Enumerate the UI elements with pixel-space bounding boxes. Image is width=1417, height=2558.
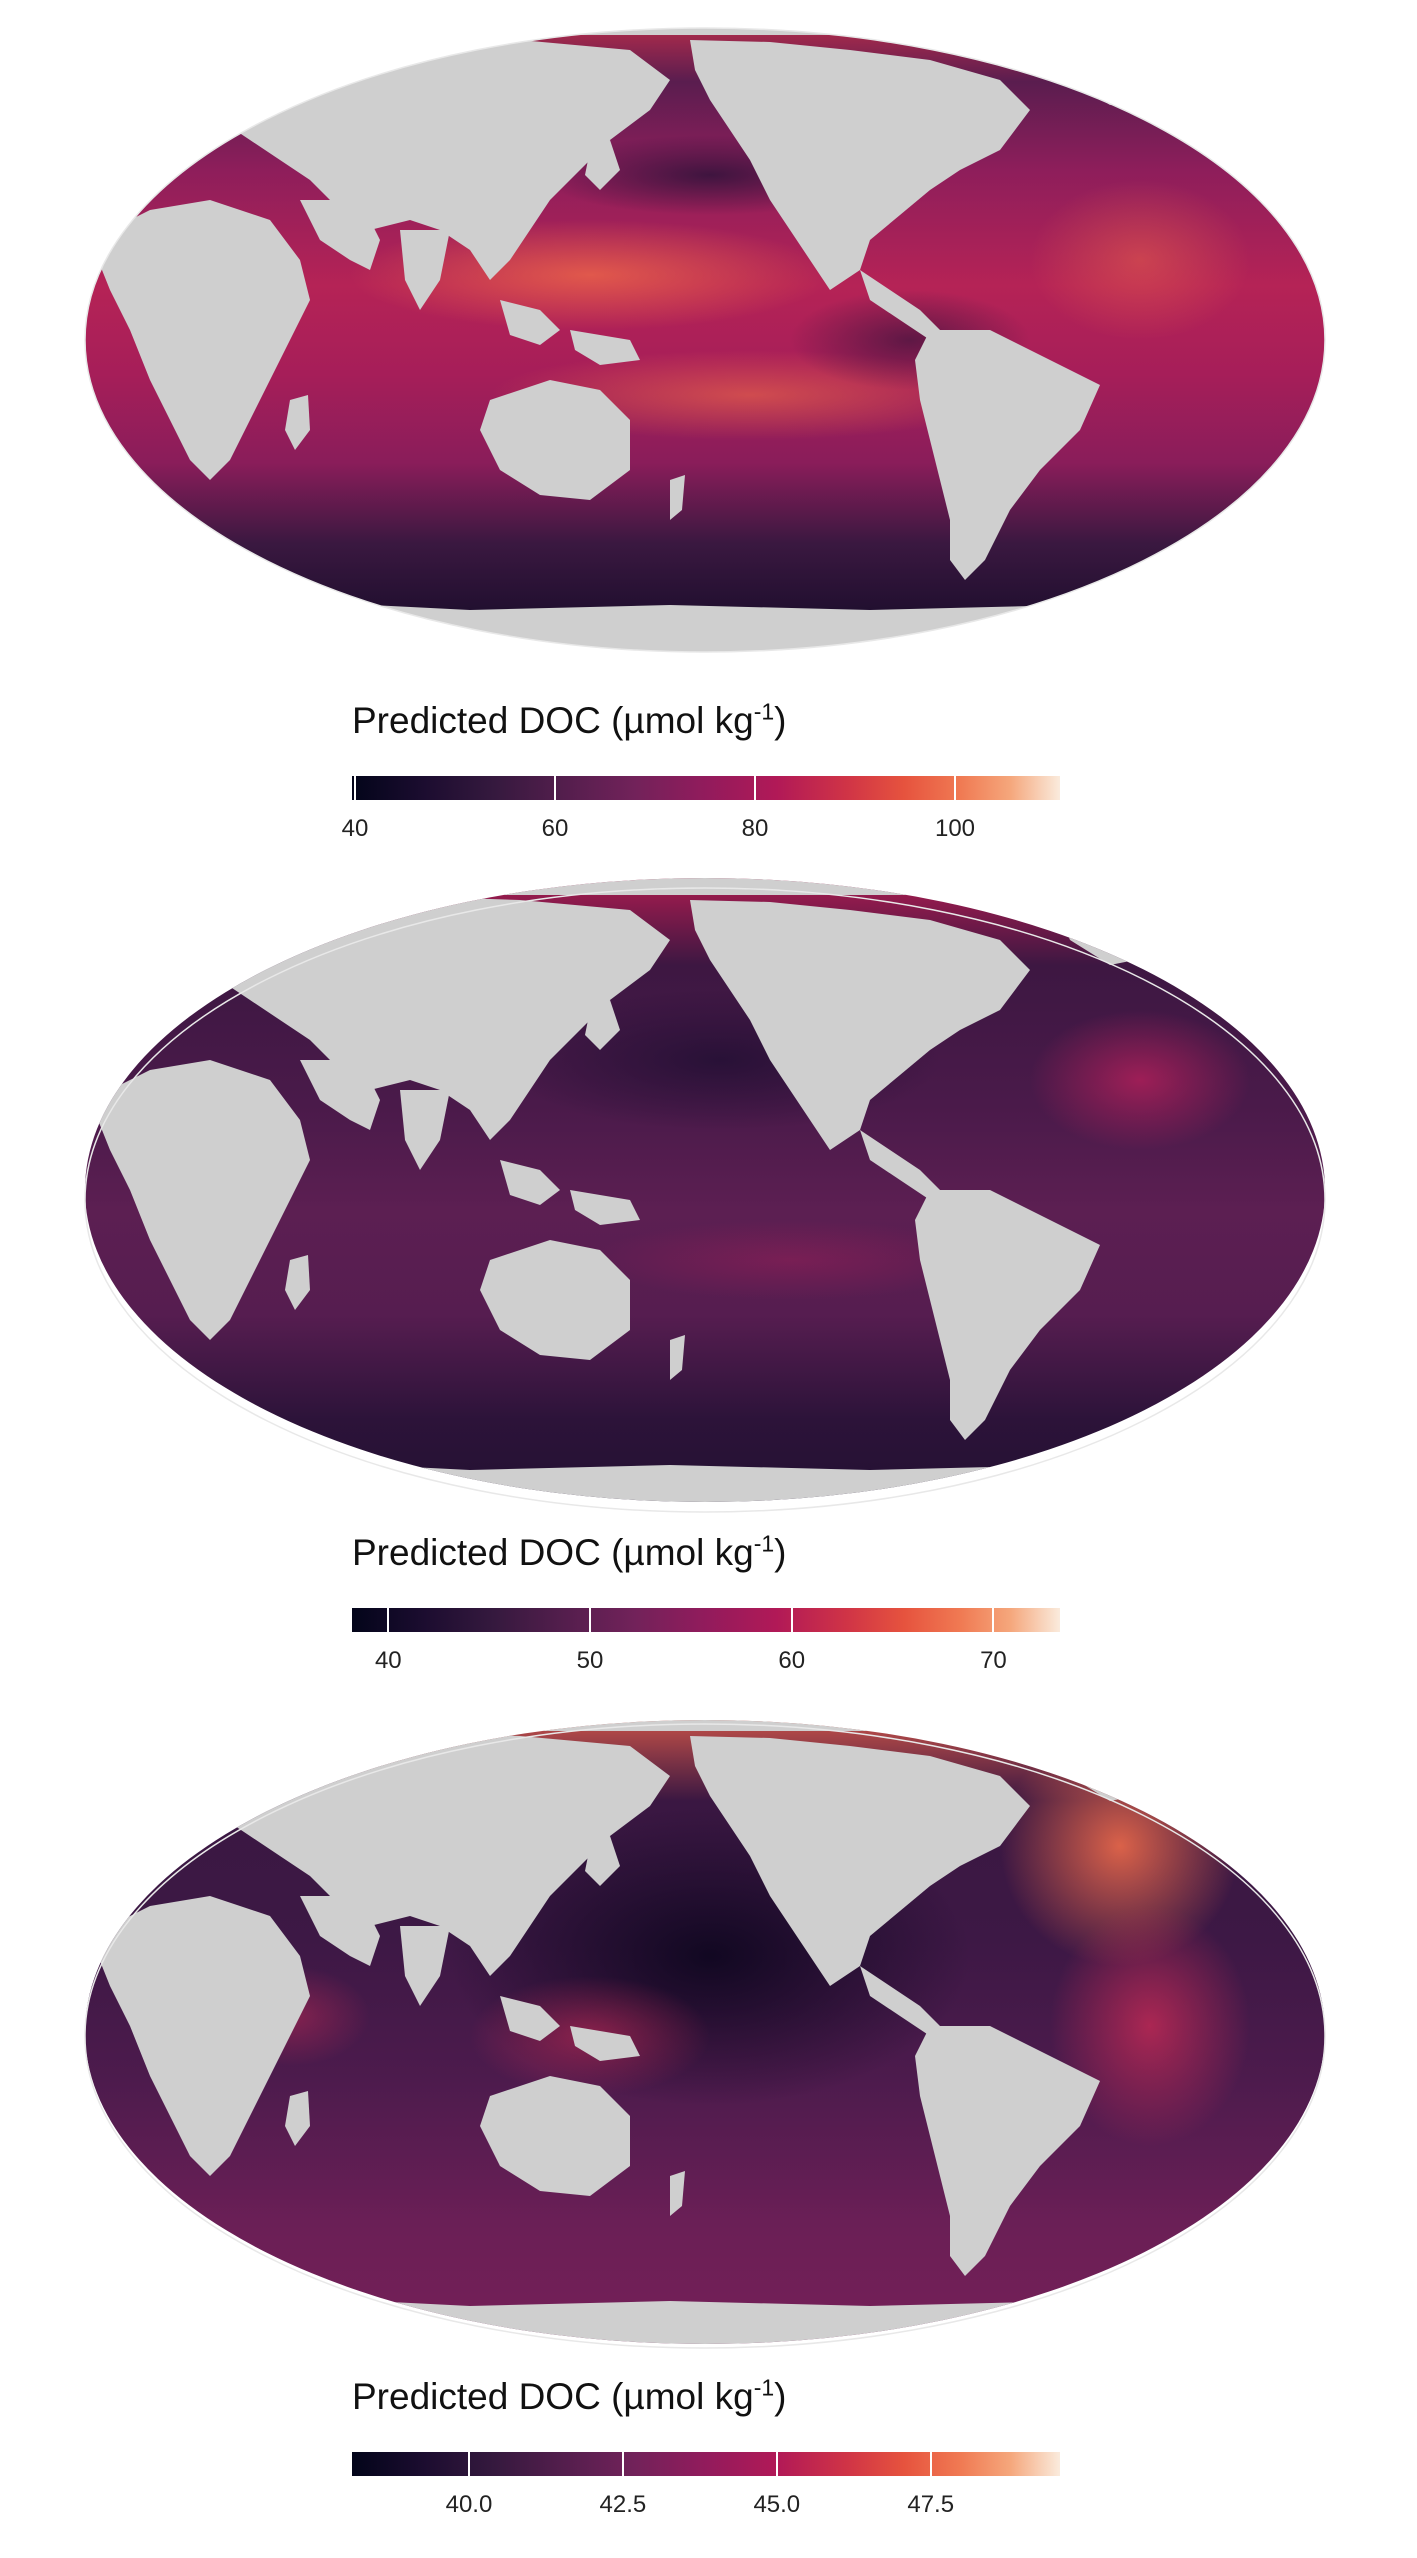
colorbar-tick bbox=[589, 1608, 592, 1632]
colorbar-tick-label: 60 bbox=[541, 815, 569, 842]
colorbar-tick-label: 40.0 bbox=[445, 2491, 493, 2518]
colorbar-tick bbox=[387, 1608, 390, 1632]
colorbar-tick-label: 45.0 bbox=[753, 2491, 801, 2518]
colorbar-tick-label: 60 bbox=[778, 1647, 806, 1674]
colorbar-tick bbox=[353, 776, 356, 800]
colorbar-tick bbox=[621, 2452, 624, 2476]
colorbar-tick bbox=[954, 776, 956, 800]
colorbar-tick-label: 40 bbox=[374, 1647, 402, 1674]
legend-title: Predicted DOC (µmol kg-1) bbox=[352, 2374, 787, 2417]
colorbar bbox=[352, 776, 1060, 800]
colorbar-tick-label: 40 bbox=[341, 815, 369, 842]
colorbar-tick-label: 42.5 bbox=[599, 2491, 647, 2518]
colorbar-tick-label: 80 bbox=[741, 815, 769, 842]
map-panel-3: Predicted DOC (µmol kg-1) 40.0 42.5 45.0 47… bbox=[0, 1700, 1417, 2558]
colorbar-tick bbox=[790, 1608, 793, 1632]
legend-title: Predicted DOC (µmol kg-1) bbox=[352, 698, 787, 741]
colorbar-tick bbox=[467, 2452, 470, 2476]
world-map-1 bbox=[84, 27, 1326, 653]
colorbar-tick-label: 47.5 bbox=[907, 2491, 955, 2518]
colorbar bbox=[352, 1608, 1060, 1632]
colorbar-tick-label: 100 bbox=[934, 815, 976, 842]
colorbar-tick bbox=[554, 776, 556, 800]
colorbar bbox=[352, 2452, 1060, 2476]
world-map-3 bbox=[84, 1720, 1326, 2349]
colorbar-tick bbox=[775, 2452, 778, 2476]
map-panel-1: Predicted DOC (µmol kg-1) 40 60 80 100 bbox=[0, 0, 1417, 842]
colorbar-tick bbox=[929, 2452, 932, 2476]
colorbar-tick-label: 50 bbox=[576, 1647, 604, 1674]
legend-title: Predicted DOC (µmol kg-1) bbox=[352, 1530, 787, 1573]
map-panel-2: Predicted DOC (µmol kg-1) 40 50 60 70 bbox=[0, 870, 1417, 1700]
colorbar-tick-label: 70 bbox=[980, 1647, 1007, 1674]
colorbar-tick bbox=[754, 776, 756, 800]
world-map-2 bbox=[84, 878, 1326, 1513]
colorbar-tick bbox=[992, 1608, 995, 1632]
